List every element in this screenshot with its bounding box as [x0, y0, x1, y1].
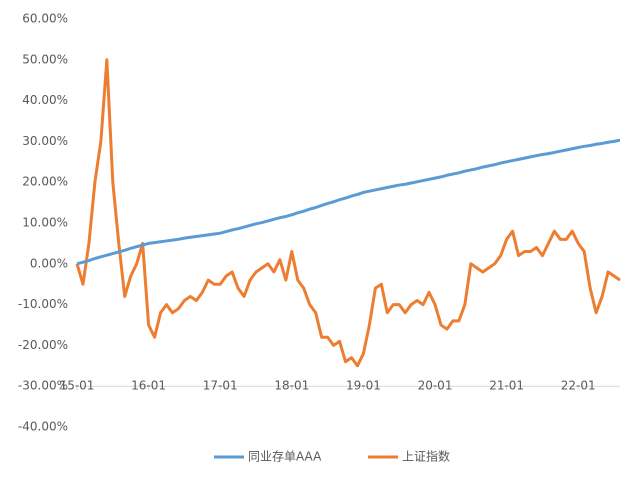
x-tick-label: 22-01 [561, 379, 596, 393]
x-tick-label: 15-01 [60, 379, 95, 393]
x-tick-label: 19-01 [346, 379, 381, 393]
y-tick-label: -20.00% [18, 338, 68, 352]
y-tick-label: 30.00% [22, 134, 68, 148]
y-tick-label: 10.00% [22, 216, 68, 230]
x-tick-label: 20-01 [418, 379, 453, 393]
x-tick-label: 17-01 [203, 379, 238, 393]
y-tick-label: 50.00% [22, 52, 68, 66]
legend-label: 同业存单AAA [248, 450, 322, 464]
y-tick-label: 20.00% [22, 175, 68, 189]
series-line [75, 58, 621, 368]
y-tick-label: -10.00% [18, 297, 68, 311]
legend-label: 上证指数 [402, 449, 450, 464]
x-tick-label: 16-01 [131, 379, 166, 393]
y-tick-label: 60.00% [22, 12, 68, 26]
y-tick-label: 0.00% [30, 256, 68, 270]
y-tick-label: -40.00% [18, 420, 68, 434]
y-tick-label: -30.00% [18, 379, 68, 393]
series-line [76, 138, 621, 266]
x-tick-label: 18-01 [274, 379, 309, 393]
x-tick-label: 21-01 [489, 379, 524, 393]
y-tick-label: 40.00% [22, 93, 68, 107]
